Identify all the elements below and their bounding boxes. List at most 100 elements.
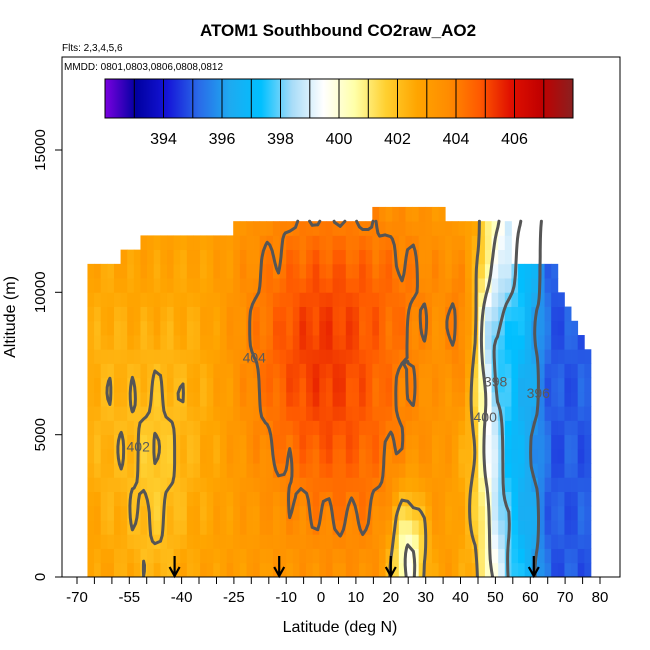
x-tick-label: 30 xyxy=(417,589,434,606)
heatmap-cell xyxy=(153,363,161,379)
heatmap-cell xyxy=(219,491,227,507)
heatmap-cell xyxy=(279,263,287,279)
heatmap-cell xyxy=(325,335,333,350)
heatmap-cell xyxy=(193,306,201,322)
heatmap-cell xyxy=(484,391,492,407)
heatmap-cell xyxy=(147,434,155,450)
heatmap-cell xyxy=(431,292,439,307)
heatmap-cell xyxy=(186,349,194,364)
heatmap-cell xyxy=(200,363,208,379)
heatmap-cell xyxy=(186,249,194,265)
heatmap-cell xyxy=(233,335,241,350)
heatmap-cell xyxy=(246,448,254,464)
heatmap-cell xyxy=(306,249,314,265)
heatmap-cell xyxy=(438,335,446,350)
heatmap-cell xyxy=(518,434,526,450)
heatmap-cell xyxy=(153,434,161,450)
heatmap-cell xyxy=(113,335,121,350)
heatmap-cell xyxy=(498,292,506,307)
heatmap-cell xyxy=(193,406,201,421)
heatmap-cell xyxy=(160,548,168,564)
heatmap-cell xyxy=(299,349,307,364)
heatmap-cell xyxy=(140,534,148,549)
heatmap-cell xyxy=(259,320,267,336)
heatmap-cell xyxy=(471,520,479,535)
heatmap-cell xyxy=(431,249,439,265)
heatmap-cell xyxy=(352,562,360,577)
heatmap-cell xyxy=(484,448,492,464)
heatmap-cell xyxy=(498,263,506,279)
heatmap-cell xyxy=(398,320,406,336)
heatmap-cell xyxy=(272,434,280,450)
heatmap-cell xyxy=(153,306,161,322)
heatmap-cell xyxy=(564,477,572,492)
heatmap-cell xyxy=(537,562,545,577)
heatmap-cell xyxy=(524,548,532,564)
heatmap-cell xyxy=(319,406,327,421)
heatmap-cell xyxy=(87,420,95,436)
heatmap-cell xyxy=(491,306,499,322)
heatmap-cell xyxy=(365,534,373,549)
heatmap-cell xyxy=(233,420,241,436)
heatmap-cell xyxy=(458,520,466,535)
heatmap-cell xyxy=(352,534,360,549)
heatmap-cell xyxy=(431,406,439,421)
heatmap-cell xyxy=(571,448,579,464)
heatmap-cell xyxy=(518,562,526,577)
heatmap-cell xyxy=(511,463,519,478)
heatmap-cell xyxy=(412,349,420,364)
heatmap-cell xyxy=(445,363,453,379)
heatmap-cell xyxy=(253,377,261,393)
heatmap-cell xyxy=(445,448,453,464)
heatmap-cell xyxy=(498,335,506,350)
heatmap-cell xyxy=(107,349,115,364)
heatmap-cell xyxy=(160,292,168,307)
heatmap-cell xyxy=(279,377,287,393)
heatmap-cell xyxy=(398,406,406,421)
heatmap-cell xyxy=(345,235,353,251)
heatmap-cell xyxy=(147,335,155,350)
heatmap-cell xyxy=(531,363,539,379)
heatmap-cell xyxy=(544,292,552,307)
heatmap-cell xyxy=(246,420,254,436)
heatmap-cell xyxy=(345,363,353,379)
heatmap-cell xyxy=(319,249,327,265)
heatmap-cell xyxy=(147,235,155,251)
heatmap-cell xyxy=(332,363,340,379)
heatmap-cell xyxy=(100,263,108,279)
heatmap-cell xyxy=(226,548,234,564)
heatmap-cell xyxy=(577,434,585,450)
heatmap-cell xyxy=(577,363,585,379)
heatmap-cell xyxy=(458,263,466,279)
heatmap-cell xyxy=(166,420,174,436)
heatmap-cell xyxy=(253,263,261,279)
heatmap-cell xyxy=(312,562,320,577)
heatmap-cell xyxy=(206,349,214,364)
heatmap-cell xyxy=(272,278,280,293)
heatmap-cell xyxy=(325,463,333,478)
heatmap-cell xyxy=(319,278,327,293)
heatmap-cell xyxy=(584,548,592,564)
heatmap-cell xyxy=(226,377,234,393)
heatmap-cell xyxy=(292,320,300,336)
heatmap-cell xyxy=(219,377,227,393)
heatmap-cell xyxy=(107,491,115,507)
heatmap-cell xyxy=(133,377,141,393)
heatmap-cell xyxy=(206,263,214,279)
heatmap-cell xyxy=(319,292,327,307)
heatmap-cell xyxy=(557,562,565,577)
heatmap-cell xyxy=(339,434,347,450)
heatmap-cell xyxy=(226,448,234,464)
heatmap-cell xyxy=(299,335,307,350)
heatmap-cell xyxy=(524,505,532,521)
heatmap-cell xyxy=(564,491,572,507)
x-tick-label: -70 xyxy=(66,589,88,606)
heatmap-cell xyxy=(133,420,141,436)
heatmap-cell xyxy=(345,562,353,577)
heatmap-cell xyxy=(359,534,367,549)
heatmap-cell xyxy=(405,249,413,265)
heatmap-cell xyxy=(312,278,320,293)
heatmap-cell xyxy=(306,278,314,293)
heatmap-cell xyxy=(239,306,247,322)
heatmap-cell xyxy=(272,391,280,407)
